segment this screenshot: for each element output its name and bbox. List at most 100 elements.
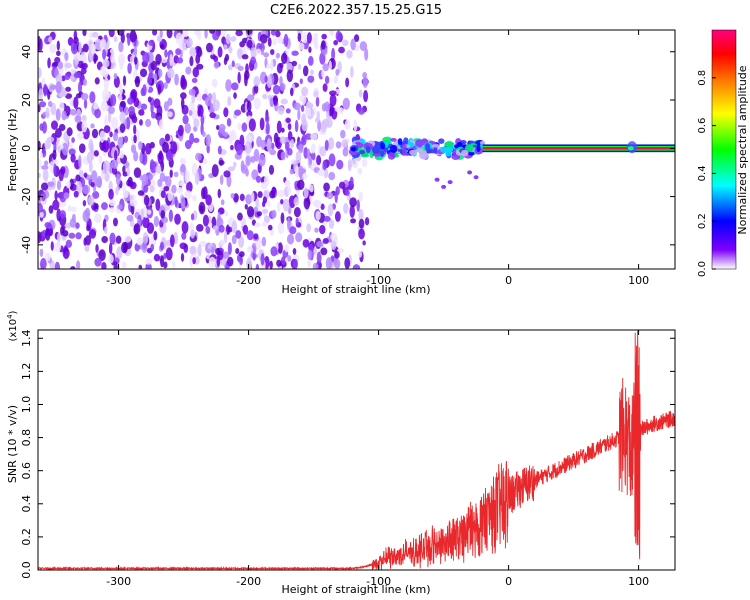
spectrogram-cell xyxy=(476,144,481,153)
spectrogram-cell xyxy=(184,30,189,38)
spectrogram-cell xyxy=(320,247,328,256)
snr-x-tick-label: 0 xyxy=(505,575,512,588)
spectrogram-cell xyxy=(306,148,311,160)
spectrogram-cell xyxy=(270,142,275,150)
spectrogram-cell xyxy=(158,119,164,130)
spectrogram-cell xyxy=(250,56,257,65)
spectrogram-cell xyxy=(58,123,66,132)
spectrogram-cell xyxy=(403,137,409,144)
spectrogram-cell xyxy=(269,149,277,156)
spectrogram-cell xyxy=(286,62,293,73)
spectrogram-cell xyxy=(237,48,243,60)
spectrogram-cell xyxy=(440,146,448,153)
spectrogram-cell xyxy=(101,140,110,153)
spectrogram-cell xyxy=(38,88,43,100)
spectrogram-cell xyxy=(180,253,185,262)
spectrogram-cell xyxy=(329,90,337,96)
spectrogram-cell xyxy=(277,201,281,213)
spectrogram-cell xyxy=(233,92,237,100)
spectrogram-cell xyxy=(280,98,288,105)
spectrogram-cell xyxy=(91,170,98,182)
spectrogram-cell xyxy=(276,120,282,134)
spectrogram-cell xyxy=(177,186,183,194)
spectrogram-cell xyxy=(473,175,479,180)
spectrogram-cell xyxy=(231,82,239,91)
spectrogram-cell xyxy=(316,251,322,264)
spectrogram-cell xyxy=(94,257,102,267)
spectrogram-cell xyxy=(222,131,229,137)
spectrogram-cell xyxy=(353,34,360,43)
spectrogram-cell xyxy=(351,157,359,169)
spectrogram-cell xyxy=(159,43,165,49)
spectrogram-cell xyxy=(70,68,76,75)
spectrogram-x-tick-label: -300 xyxy=(106,274,131,287)
spectrogram-cell xyxy=(76,260,81,269)
spectrogram-cell xyxy=(41,164,49,171)
spectrogram-cell xyxy=(108,106,115,115)
spectrogram-cell xyxy=(139,68,148,78)
spectrogram-cell xyxy=(287,123,292,131)
spectrogram-cell xyxy=(40,257,47,269)
spectrogram-cell xyxy=(307,55,314,66)
spectrogram-cell xyxy=(335,30,342,42)
spectrogram-cell xyxy=(212,225,218,231)
spectrogram-cell xyxy=(163,82,168,89)
spectrogram-cell xyxy=(289,226,297,235)
spectrogram-cell xyxy=(350,146,357,152)
snr-y-label: SNR (10 * v/v) xyxy=(6,405,19,483)
spectrogram-cell xyxy=(356,199,360,212)
spectrogram-cell xyxy=(98,154,103,165)
spectrogram-cell xyxy=(93,102,99,110)
spectrogram-cell xyxy=(64,52,69,62)
spectrogram-cell xyxy=(441,184,447,189)
spectrogram-x-tick-label: -200 xyxy=(236,274,261,287)
spectrogram-cell xyxy=(372,146,381,154)
spectrogram-cell xyxy=(173,171,179,178)
spectrogram-cell xyxy=(357,250,363,258)
spectrogram-cell xyxy=(246,39,253,49)
spectrogram-cell xyxy=(111,166,118,175)
spectrogram-cell xyxy=(358,228,365,240)
spectrogram-cell xyxy=(322,118,330,128)
spectrogram-cell xyxy=(289,168,295,175)
spectrogram-cell xyxy=(176,57,184,64)
spectrogram-cell xyxy=(349,176,354,186)
spectrogram-cell xyxy=(297,32,302,43)
spectrogram-cell xyxy=(256,211,263,217)
spectrogram-region-transition xyxy=(348,136,486,189)
spectrogram-cell xyxy=(56,180,62,191)
spectrogram-cell xyxy=(333,40,339,46)
spectrogram-cell xyxy=(267,201,271,207)
spectrogram-cell xyxy=(240,218,246,227)
spectrogram-cell xyxy=(67,205,72,212)
spectrogram-cell xyxy=(277,221,285,235)
spectrogram-cell xyxy=(307,75,315,83)
spectrogram-cell xyxy=(62,247,70,259)
spectrogram-cell xyxy=(299,78,303,85)
spectrogram-cell xyxy=(306,32,312,44)
spectrogram-cell xyxy=(56,50,61,57)
spectrogram-cell xyxy=(169,169,173,178)
spectrogram-cell xyxy=(73,36,79,45)
spectrogram-cell xyxy=(142,84,147,97)
spectrogram-cell xyxy=(56,40,60,51)
spectrogram-cell xyxy=(54,261,61,269)
spectrogram-cell xyxy=(209,112,216,119)
spectrogram-cell xyxy=(344,119,351,130)
spectrogram-cell xyxy=(228,46,233,54)
spectrogram-cell xyxy=(456,141,463,147)
spectrogram-cell xyxy=(304,107,312,117)
spectrogram-cell xyxy=(217,212,221,225)
spectrogram-y-ticks: -40 -20 0 20 40 xyxy=(20,45,675,254)
spectrogram-cell xyxy=(44,140,51,150)
spectrogram-cell xyxy=(337,248,345,254)
spectrogram-cell xyxy=(313,87,320,99)
spectrogram-cell xyxy=(350,65,354,78)
spectrogram-cell xyxy=(59,101,65,113)
spectrogram-cell xyxy=(149,184,155,193)
spectrogram-cell xyxy=(133,150,139,162)
spectrogram-cell xyxy=(209,30,215,34)
spectrogram-cell xyxy=(627,146,634,151)
spectrogram-cell xyxy=(216,255,221,267)
spectrogram-cell xyxy=(397,138,403,146)
